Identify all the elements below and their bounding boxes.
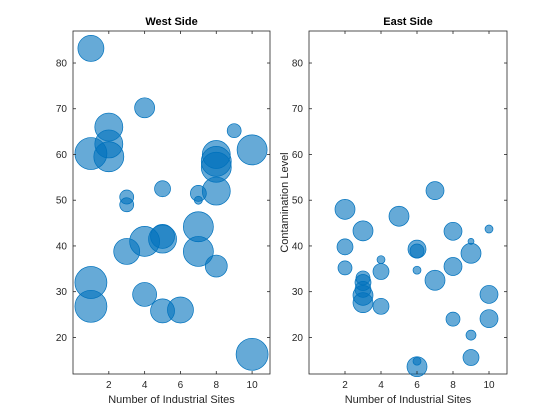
west-side-y-tick-label: 80 [56,59,68,70]
west-side-panel: 2 4 6 8 10 20 30 40 50 60 70 80 West Side Number of… [56,16,271,406]
east-side-point-26 [465,329,477,341]
west-side-point-26 [201,176,231,206]
east-side-point-29 [479,285,499,304]
west-side-point-7 [93,141,125,173]
west-side-point-16 [148,224,177,254]
east-side-point-10 [376,255,386,265]
east-side-y-tick-label: 80 [292,59,304,70]
east-side-x-tick-label: 4 [378,380,384,391]
west-side-y-tick-label: 40 [56,241,68,252]
west-side-point-22 [183,236,214,267]
west-side-point-27 [204,254,228,278]
west-side-y-tick-label: 60 [56,150,68,161]
east-side-point-19 [425,181,445,200]
east-side-y-tick-label: 70 [292,104,304,115]
east-side-x-tick-label: 10 [483,380,495,391]
east-side-y-axis-label: Contamination Level [279,152,291,252]
east-side-title: East Side [383,16,433,28]
east-side-point-25 [460,242,482,264]
west-side-point-30 [235,337,269,371]
west-side-point-13 [132,282,157,307]
west-side-y-tick-label: 50 [56,196,68,207]
west-side-point-9 [119,197,135,213]
east-side-point-23 [445,311,461,327]
east-side-point-20 [424,269,446,291]
east-side-point-16 [412,265,422,275]
east-side-y-tick-label: 60 [292,150,304,161]
west-side-x-tick-label: 4 [142,380,148,391]
east-side-point-30 [479,309,499,329]
east-side-point-28 [484,224,494,234]
west-side-x-tick-label: 10 [247,380,259,391]
west-side-point-29 [236,134,268,166]
east-side-point-4 [352,220,374,242]
east-side-point-11 [372,263,390,280]
east-side-x-tick-label: 6 [414,380,420,391]
east-side-point-3 [337,260,353,276]
east-side-point-9 [352,292,374,314]
east-side-x-tick-label: 2 [342,380,348,391]
east-side-point-1 [334,199,356,220]
west-side-x-tick-label: 2 [106,380,112,391]
west-side-point-11 [134,97,155,119]
west-side-point-14 [154,180,171,198]
west-side-y-tick-label: 20 [56,333,68,344]
east-side-y-tick-label: 30 [292,287,304,298]
east-side-point-21 [443,221,463,241]
east-side-point-18 [406,356,428,378]
east-side-point-15 [409,243,425,259]
west-side-point-1 [77,35,105,62]
east-side-point-22 [443,257,463,276]
west-side-point-20 [194,195,203,205]
west-side-markers [74,35,269,371]
west-side-title: West Side [145,16,197,28]
west-side-plot-area [72,30,271,375]
east-side-markers [334,181,499,378]
east-side-panel: 2 4 6 8 10 20 30 40 50 60 70 80 East Side Number of… [279,16,508,406]
east-side-ticks: 2 4 6 8 10 20 30 40 50 60 70 80 [292,31,507,391]
east-side-x-axis-label: Number of Industrial Sites [345,394,472,406]
east-side-y-tick-label: 20 [292,333,304,344]
west-side-y-tick-label: 70 [56,104,68,115]
west-side-x-axis-label: Number of Industrial Sites [108,394,235,406]
west-side-ticks: 2 4 6 8 10 20 30 40 50 60 70 80 [56,31,270,391]
east-side-point-2 [336,238,354,256]
west-side-point-18 [167,296,194,324]
west-side-x-tick-label: 8 [213,380,219,391]
east-side-point-12 [372,297,390,315]
east-side-x-tick-label: 8 [450,380,456,391]
east-side-point-13 [388,205,410,227]
east-side-y-tick-label: 40 [292,241,304,252]
east-side-point-27 [462,349,480,366]
west-side-y-tick-label: 30 [56,287,68,298]
east-side-y-tick-label: 50 [292,196,304,207]
west-side-point-28 [226,123,242,139]
west-side-point-4 [74,289,108,323]
west-side-x-tick-label: 6 [178,380,184,391]
